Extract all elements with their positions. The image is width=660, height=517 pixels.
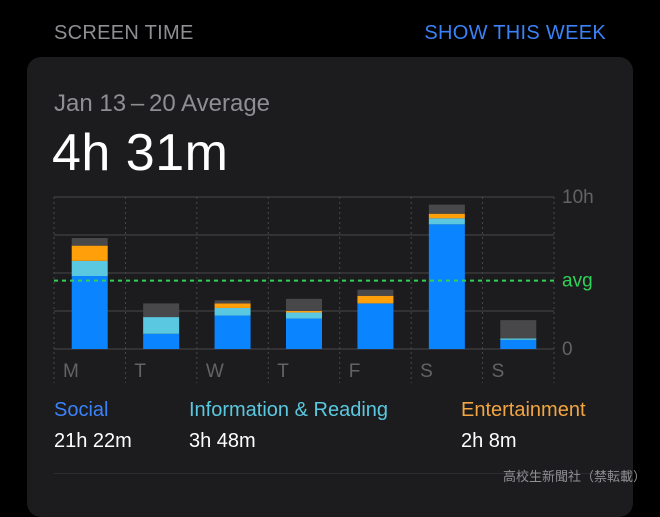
- bar-information-reading-6: [500, 338, 537, 340]
- bar-social-4: [357, 303, 394, 349]
- x-tick-label: S: [420, 361, 433, 382]
- legend-item-entertainment[interactable]: Entertainment 2h 8m: [461, 399, 586, 453]
- x-tick-label: M: [63, 361, 79, 382]
- legend-label-entertainment: Entertainment: [461, 399, 586, 421]
- bar-information-reading-0: [71, 260, 108, 277]
- bar-information-reading-1: [143, 317, 180, 334]
- x-tick-label: T: [134, 361, 146, 382]
- legend-item-information-reading[interactable]: Information & Reading 3h 48m: [189, 399, 388, 453]
- watermark: 高校生新聞社（禁転載）: [502, 470, 646, 485]
- bar-information-reading-2: [214, 307, 251, 316]
- y-tick-label-zero: 0: [562, 339, 573, 360]
- bar-other-0: [71, 238, 108, 246]
- bar-other-4: [357, 289, 394, 296]
- bar-information-reading-3: [286, 312, 322, 319]
- average-total: 4h 31m: [52, 124, 229, 182]
- average-range-label: Jan 13 – 20 Average: [54, 90, 271, 117]
- bar-entertainment-0: [71, 245, 108, 261]
- average-label: avg: [562, 271, 593, 292]
- bar-social-0: [71, 276, 108, 349]
- legend-label-information-reading: Information & Reading: [189, 399, 389, 421]
- legend-item-social[interactable]: Social 21h 22m: [54, 399, 132, 453]
- bar-social-2: [214, 315, 251, 349]
- bar-entertainment-5: [428, 213, 465, 219]
- show-this-week-link[interactable]: SHOW THIS WEEK: [424, 22, 606, 44]
- usage-bar-chart[interactable]: M T W T F S S 10h 0 avg: [27, 57, 633, 397]
- bar-entertainment-4: [357, 295, 394, 304]
- y-tick-label-top: 10h: [562, 187, 594, 208]
- bar-social-3: [286, 318, 322, 349]
- bar-information-reading-5: [428, 218, 465, 225]
- bar-social-1: [143, 333, 180, 349]
- x-tick-label: F: [349, 361, 361, 382]
- legend-value-information-reading: 3h 48m: [189, 430, 256, 452]
- bar-other-5: [428, 204, 465, 214]
- card-divider: [54, 473, 633, 474]
- legend-value-social: 21h 22m: [54, 430, 132, 452]
- bar-other-6: [500, 320, 537, 339]
- x-tick-label: S: [492, 361, 505, 382]
- legend-value-entertainment: 2h 8m: [461, 430, 517, 452]
- bar-entertainment-3: [286, 311, 322, 313]
- x-tick-label: W: [206, 361, 224, 382]
- bar-other-3: [286, 298, 322, 311]
- bar-social-5: [428, 224, 465, 349]
- legend-label-social: Social: [54, 399, 109, 421]
- bar-social-6: [500, 339, 537, 349]
- screen-time-card[interactable]: Jan 13 – 20 Average 4h 31m M T W T F S S 10h 0 av…: [27, 57, 633, 517]
- section-title: SCREEN TIME: [54, 22, 194, 44]
- section-header: SCREEN TIME SHOW THIS WEEK: [54, 22, 606, 50]
- bar-other-1: [143, 303, 180, 318]
- x-tick-label: T: [277, 361, 289, 382]
- bar-entertainment-2: [214, 303, 251, 308]
- bar-other-2: [214, 300, 251, 304]
